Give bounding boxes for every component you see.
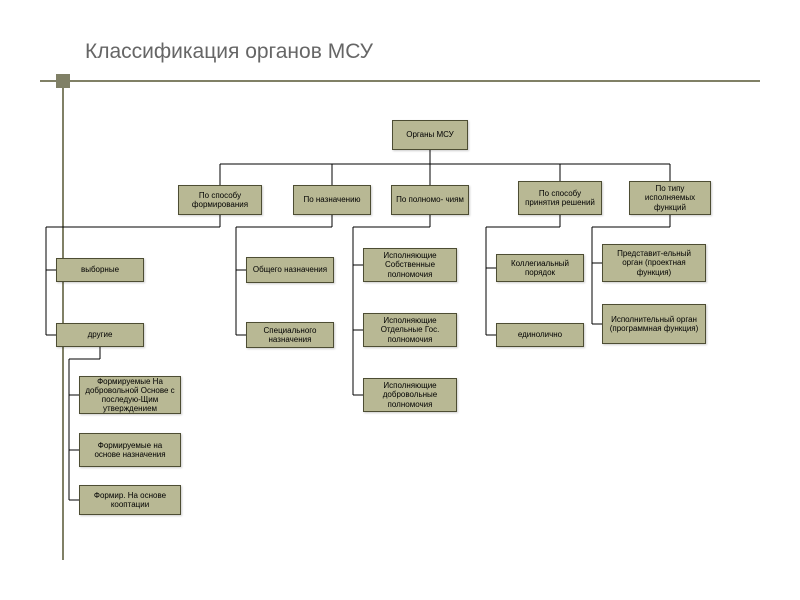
node-c4: По способу принятия решений xyxy=(518,181,602,215)
title-square xyxy=(56,74,70,88)
node-c2b: Специального назначения xyxy=(246,322,334,348)
title-underline xyxy=(40,80,760,82)
node-c1: По способу формирования xyxy=(178,185,262,215)
node-c2a: Общего назначения xyxy=(246,257,334,283)
node-c1b1: Формируемые На добровольной Основе с пос… xyxy=(79,376,181,414)
node-c1b: другие xyxy=(56,323,144,347)
node-c1a: выборные xyxy=(56,258,144,282)
node-c2: По назначению xyxy=(293,185,371,215)
node-c1b3: Формир. На основе кооптации xyxy=(79,485,181,515)
node-c5: По типу исполняемых функций xyxy=(629,181,711,215)
node-c5b: Исполнительный орган (программная функци… xyxy=(602,304,706,344)
node-c3: По полномо- чиям xyxy=(391,185,469,215)
node-c4b: единолично xyxy=(496,323,584,347)
node-c1b2: Формируемые на основе назначения xyxy=(79,433,181,467)
node-c3a: Исполняющие Собственные полномочия xyxy=(363,248,457,282)
node-c3c: Исполняющие добровольные полномочия xyxy=(363,378,457,412)
title-vertical-bar xyxy=(62,80,64,560)
node-c5a: Представит-ельный орган (проектная функц… xyxy=(602,244,706,282)
node-c4a: Коллегиальный порядок xyxy=(496,254,584,282)
slide-title: Классификация органов МСУ xyxy=(85,40,373,64)
node-c3b: Исполняющие Отдельные Гос. полномочия xyxy=(363,313,457,347)
node-root: Органы МСУ xyxy=(392,120,468,150)
